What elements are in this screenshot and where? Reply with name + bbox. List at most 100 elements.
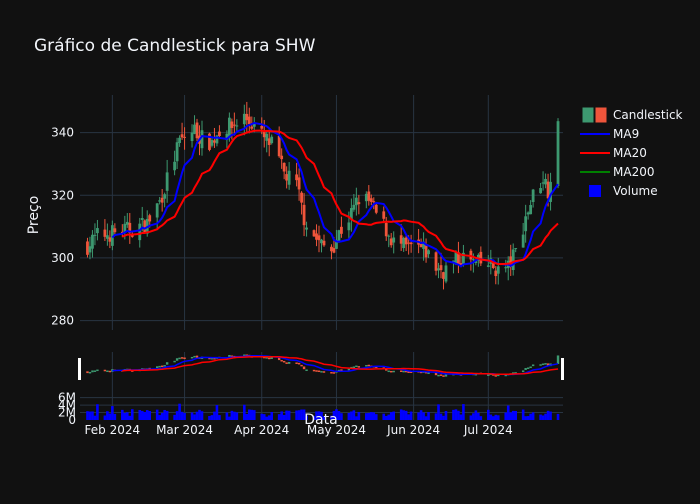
mini-candle: [268, 357, 271, 360]
mini-candle: [106, 370, 109, 373]
legend-item-ma20[interactable]: MA20: [580, 146, 647, 160]
volume-bar: [128, 415, 132, 420]
mini-candle: [93, 370, 97, 372]
mini-candle: [245, 354, 249, 356]
mini-candle: [295, 362, 298, 364]
mini-candle: [337, 369, 341, 372]
candle-body: [252, 123, 256, 127]
volume-bar: [544, 413, 547, 420]
volume-bars: [86, 403, 560, 420]
mini-candle: [297, 362, 301, 365]
candle-body: [227, 117, 231, 138]
volume-bar: [113, 413, 117, 420]
volume-bar: [200, 411, 204, 420]
mini-candle: [165, 362, 169, 365]
mini-candle: [243, 354, 246, 356]
candle-body: [262, 131, 266, 138]
candle-body: [178, 137, 181, 143]
legend-item-candlestick[interactable]: Candlestick: [582, 107, 683, 123]
candle-body: [277, 135, 281, 157]
volume-bar: [145, 410, 149, 420]
mini-candle: [317, 370, 321, 373]
volume-bar: [402, 410, 405, 420]
volume-bar: [317, 411, 321, 420]
volume-bar: [193, 414, 196, 420]
candle-body: [305, 227, 308, 230]
mini-candle: [158, 365, 161, 368]
legend-label: MA20: [613, 146, 647, 160]
candle-body: [504, 267, 508, 269]
volume-bar: [477, 412, 480, 420]
volume-bar: [96, 404, 99, 420]
volume-bar: [86, 411, 89, 420]
volume-bar: [374, 414, 378, 420]
volume-bar: [459, 414, 463, 420]
mini-candle: [332, 372, 336, 374]
mini-candle: [385, 368, 388, 371]
candle-body: [541, 182, 545, 184]
volume-bar: [250, 409, 254, 420]
volume-bar: [439, 413, 443, 420]
moving-average-lines: [111, 121, 559, 268]
x-tick-label: Feb 2024: [85, 423, 141, 437]
mini-candle: [434, 372, 438, 376]
legend-item-volume[interactable]: Volume: [589, 184, 658, 198]
volume-bar: [265, 416, 269, 420]
mini-candle: [190, 356, 194, 359]
mini-candle: [439, 374, 443, 376]
legend[interactable]: Candlestick MA9 MA20 MA200 Volume: [580, 107, 683, 198]
mini-candle: [529, 366, 532, 369]
candle-body: [155, 203, 159, 218]
mini-candle: [514, 372, 517, 374]
mini-candle: [111, 369, 114, 372]
candle-body: [218, 131, 221, 137]
volume-bar: [230, 410, 234, 420]
candle-body: [330, 246, 333, 252]
candle-body: [399, 235, 403, 244]
candle-body: [250, 126, 254, 129]
candle-body: [382, 211, 386, 219]
candle-body: [372, 201, 376, 203]
range-slider-preview[interactable]: [78, 354, 564, 380]
range-slider-right-handle[interactable]: [561, 358, 564, 380]
mini-candle: [88, 371, 92, 374]
range-slider-left-handle[interactable]: [78, 358, 81, 380]
candle-body: [190, 132, 194, 142]
volume-bar: [352, 410, 356, 420]
legend-item-ma9[interactable]: MA9: [580, 127, 639, 141]
candle-body: [402, 237, 406, 249]
mini-candle: [103, 369, 107, 372]
y-tick-label: 280: [51, 314, 74, 328]
volume-bar: [472, 413, 475, 420]
volume-bar: [494, 414, 498, 420]
mini-candle: [315, 370, 318, 372]
mini-candle: [539, 364, 542, 366]
volume-bar: [103, 415, 107, 420]
volume-bar: [355, 416, 358, 420]
candle-body: [210, 140, 214, 146]
volume-bar: [417, 412, 420, 420]
legend-item-ma200[interactable]: MA200: [580, 165, 654, 179]
candle-body: [125, 221, 129, 225]
candle-body: [354, 197, 358, 206]
candle-body: [93, 234, 97, 236]
candle-body: [384, 222, 388, 237]
candle-body: [300, 192, 303, 203]
y-tick-label: 300: [51, 251, 74, 265]
mini-candle: [277, 357, 281, 361]
candle-body: [105, 235, 109, 239]
mini-candle: [352, 366, 356, 368]
volume-bar: [372, 412, 376, 420]
candle-body: [457, 252, 460, 265]
mini-candle: [228, 354, 231, 358]
volume-bar: [419, 410, 423, 420]
mini-candle: [407, 371, 410, 373]
volume-bar: [190, 412, 194, 420]
volume-bar: [442, 415, 445, 420]
volume-bar: [143, 412, 147, 420]
x-tick-label: Jul 2024: [463, 423, 513, 437]
volume-bar: [155, 409, 159, 420]
candle-body: [352, 204, 356, 210]
candle-body: [514, 248, 518, 250]
legend-candle-up-icon: [582, 107, 594, 123]
